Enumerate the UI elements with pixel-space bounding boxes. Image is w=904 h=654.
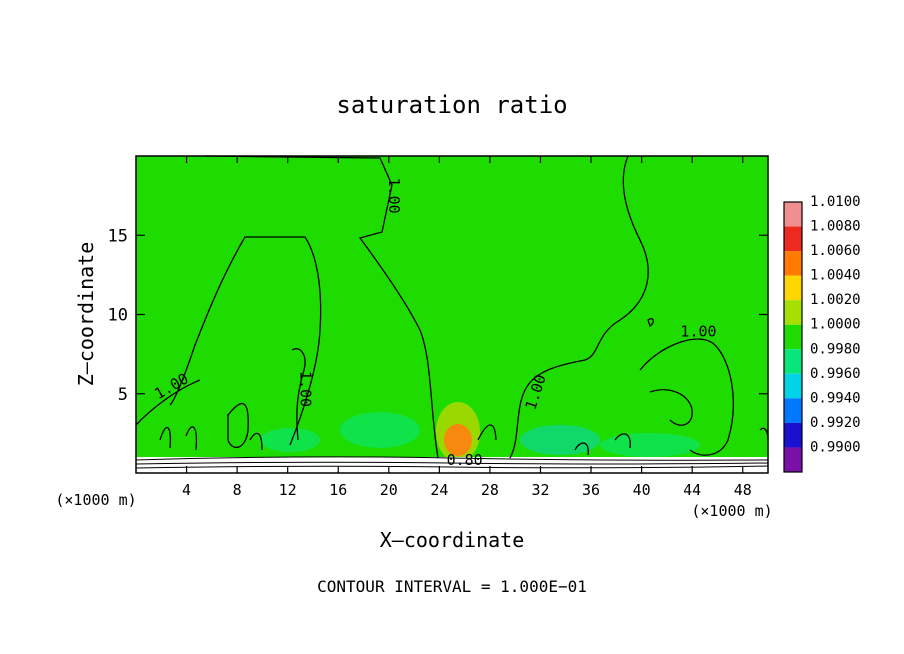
contour-label: 1.00: [385, 178, 403, 214]
surface-contours: [135, 456, 769, 469]
colorbar-frame: [783, 201, 803, 473]
x-tick-label: 12: [279, 481, 297, 499]
colorbar-swatch: [784, 398, 802, 423]
cyan-patch-right: [520, 425, 600, 455]
colorbar-swatch: [784, 422, 802, 448]
colorbar-label: 0.9920: [810, 415, 861, 431]
colorbar-label: 1.0020: [810, 292, 861, 308]
contour-lines: [135, 155, 769, 459]
colorbar-label: 1.0060: [810, 243, 861, 259]
colorbar-label: 1.0040: [810, 268, 861, 284]
y-tick-label: 10: [108, 306, 128, 326]
plot-area: [135, 155, 769, 474]
contour-label: 0.80: [447, 451, 483, 469]
colorbar-swatch: [784, 202, 802, 227]
colorbar-label: 1.0080: [810, 219, 861, 235]
colorbar-swatch: [784, 373, 802, 399]
x-tick-label: 8: [233, 481, 242, 499]
colorbar-swatch: [784, 349, 802, 374]
x-unit-left: (×1000 m): [55, 491, 136, 509]
y-axis: 5 10 15: [108, 226, 768, 405]
contour-label: 1.00: [680, 323, 716, 341]
cyan-patch-mid: [340, 412, 420, 448]
colorbar-label: 0.9980: [810, 341, 861, 357]
x-tick-label: 16: [329, 481, 347, 499]
colorbar-label: 1.0100: [810, 194, 861, 210]
x-tick-label: 24: [430, 481, 448, 499]
y-tick-label: 5: [118, 385, 128, 405]
colorbar-swatch: [784, 447, 802, 472]
x-tick-label: 44: [683, 481, 701, 499]
contour-interval-footer: CONTOUR INTERVAL = 1.000E−01: [317, 577, 587, 596]
colorbar-swatch: [784, 324, 802, 350]
surface-layer: [136, 457, 768, 473]
x-tick-label: 28: [481, 481, 499, 499]
x-tick-label: 20: [380, 481, 398, 499]
y-tick-label: 15: [108, 226, 128, 246]
colorbar-label: 0.9960: [810, 366, 861, 382]
x-tick-label: 32: [531, 481, 549, 499]
x-axis: 4 8 12 16 20 24 28 32 36 40 44 48: [182, 156, 752, 499]
colorbar-label: 1.0000: [810, 317, 861, 333]
orange-saturation-halo: [436, 402, 480, 462]
x-unit-right: (×1000 m): [691, 502, 772, 520]
colorbar-swatch: [784, 251, 802, 276]
x-tick-label: 48: [734, 481, 752, 499]
colorbar-label: 0.9940: [810, 390, 861, 406]
contour-label: 1.00: [296, 371, 314, 407]
y-axis-label: Z–coordinate: [74, 242, 98, 387]
x-tick-label: 4: [182, 481, 191, 499]
colorbar-swatch: [784, 300, 802, 325]
cyan-patch-far-right: [600, 433, 700, 457]
chart-title: saturation ratio: [336, 91, 567, 119]
colorbar-label: 0.9900: [810, 439, 861, 455]
x-axis-label: X–coordinate: [380, 528, 525, 552]
colorbar-swatch: [784, 226, 802, 252]
cyan-patch-left: [260, 428, 320, 452]
x-tick-label: 36: [582, 481, 600, 499]
x-tick-label: 40: [633, 481, 651, 499]
colorbar-swatch: [784, 275, 802, 301]
colorbar: 1.0100 1.0080 1.0060 1.0040 1.0020 1.0000 0.99…: [783, 194, 861, 473]
